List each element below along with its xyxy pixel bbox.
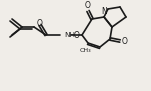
Text: O: O [85, 1, 91, 10]
Text: CH₃: CH₃ [79, 49, 91, 54]
Text: N: N [101, 7, 107, 16]
Text: O: O [122, 36, 128, 46]
Text: O: O [37, 18, 43, 27]
Text: O: O [74, 30, 80, 39]
Text: NH: NH [64, 32, 75, 38]
